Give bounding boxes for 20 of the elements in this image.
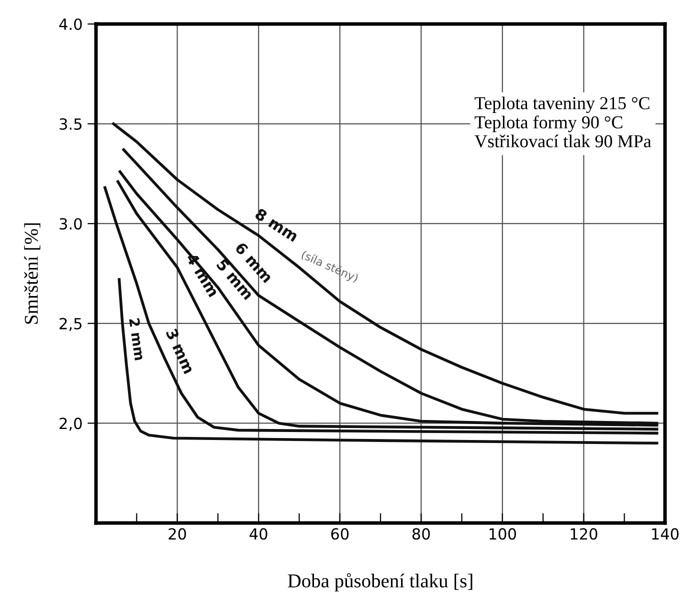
x-tick-label: 120	[570, 528, 598, 540]
y-tick-label: 4.0	[59, 18, 82, 30]
x-tick-label: 40	[250, 528, 268, 540]
annotation: Teplota taveniny 215 °C	[474, 96, 650, 113]
x-tick-label: 80	[412, 528, 430, 540]
y-tick-label: 3.0	[60, 218, 82, 230]
y-tick-label: 3.5	[60, 118, 82, 130]
text: 2 mm	[129, 318, 146, 360]
y-axis-title: Smrštění [%]	[24, 223, 40, 324]
x-tick-label: 100	[490, 528, 516, 540]
x-tick-label: 20	[168, 528, 186, 540]
text: 8 mm	[254, 208, 300, 242]
annotation: Vstřikovací tlak 90 MPa	[474, 134, 652, 148]
text: 3 mm	[166, 328, 195, 374]
annotation: Teplota formy 90 °C	[474, 116, 622, 132]
x-tick-label: 140	[652, 528, 679, 540]
x-tick-label: 60	[331, 528, 349, 540]
y-tick-label: 2,0	[60, 418, 82, 431]
x-axis-title: Doba působení tlaku [s]	[288, 573, 472, 592]
y-tick-label: 2,5	[60, 318, 82, 331]
